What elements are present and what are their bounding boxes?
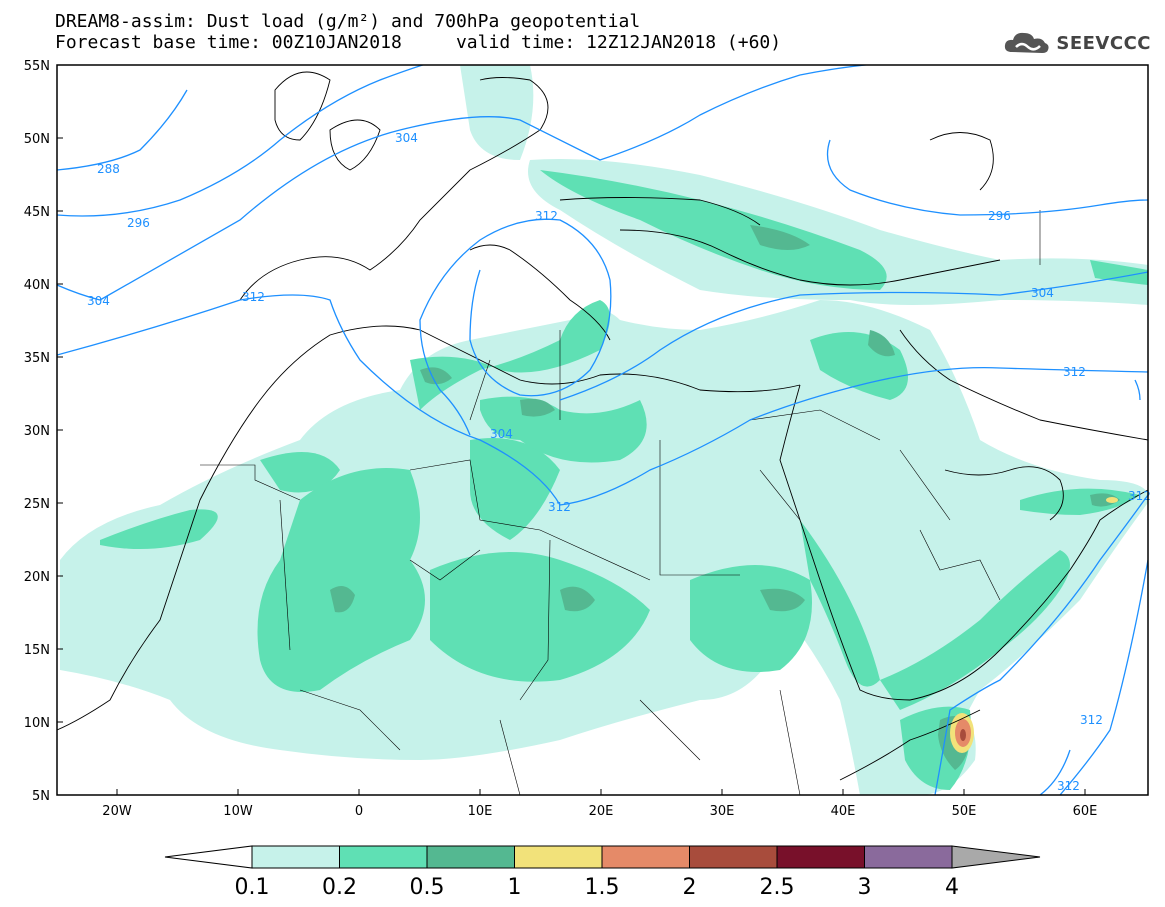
dust-maximum	[950, 497, 1118, 753]
lat-label: 30N	[24, 424, 50, 439]
lat-label: 15N	[24, 643, 50, 658]
colorbar-label: 1.5	[585, 875, 620, 900]
colorbar-label: 0.1	[235, 875, 270, 900]
lat-label: 25N	[24, 497, 50, 512]
colorbar-swatch	[426, 845, 515, 869]
contour-label: 312	[1063, 365, 1086, 379]
lon-label: 0	[355, 804, 363, 819]
logo-text: SEEVCCC	[1056, 32, 1151, 54]
geopotential-contours	[57, 65, 1148, 795]
lat-label: 50N	[24, 132, 50, 147]
lat-label: 45N	[24, 205, 50, 220]
colorbar-label: 0.2	[322, 875, 357, 900]
lon-label: 10E	[468, 804, 493, 819]
colorbar-over-arrow	[951, 845, 1041, 869]
lat-label: 5N	[32, 789, 50, 804]
contour-label: 304	[395, 131, 418, 145]
contour-labels: 288 296 304 304 312 304 312 312 296 304 …	[87, 131, 1151, 793]
country-borders	[200, 210, 1041, 795]
contour-label: 312	[1080, 713, 1103, 727]
colorbar-under-arrow	[164, 845, 253, 869]
contour-label: 304	[87, 294, 110, 308]
lon-label: 20W	[102, 804, 132, 819]
lon-label: 20E	[589, 804, 614, 819]
lat-label: 10N	[24, 716, 50, 731]
dust-field	[60, 65, 1148, 795]
lon-label: 60E	[1073, 804, 1098, 819]
coastlines	[57, 71, 1148, 781]
colorbar: 0.1 0.2 0.5 1 1.5 2 2.5 3 4	[164, 845, 1041, 900]
contour-label: 312	[242, 290, 265, 304]
lat-label: 55N	[24, 59, 50, 74]
colorbar-swatch	[514, 845, 603, 869]
colorbar-swatch	[689, 845, 778, 869]
lat-label: 20N	[24, 570, 50, 585]
contour-label: 312	[1057, 779, 1080, 793]
seevccc-logo: SEEVCCC	[1002, 28, 1151, 58]
colorbar-swatch	[776, 845, 865, 869]
contour-label: 304	[490, 427, 513, 441]
colorbar-label: 2.5	[760, 875, 795, 900]
lon-ticks	[116, 789, 1086, 795]
colorbar-label: 0.5	[410, 875, 445, 900]
map-subtitle: Forecast base time: 00Z10JAN2018 valid t…	[55, 32, 782, 53]
contour-label: 312	[548, 500, 571, 514]
contour-label: 304	[1031, 286, 1054, 300]
colorbar-label: 4	[945, 875, 959, 900]
map-title: DREAM8-assim: Dust load (g/m²) and 700hP…	[55, 11, 641, 32]
contour-label: 288	[97, 162, 120, 176]
lon-label: 40E	[831, 804, 856, 819]
lon-labels: 20W 10W 0 10E 20E 30E 40E 50E 60E	[102, 804, 1097, 819]
lon-label: 10W	[223, 804, 253, 819]
lat-ticks	[57, 64, 63, 796]
colorbar-swatch	[864, 845, 953, 869]
contour-label: 312	[1128, 489, 1151, 503]
contour-label: 312	[535, 209, 558, 223]
colorbar-swatch	[251, 845, 340, 869]
lat-label: 40N	[24, 278, 50, 293]
colorbar-swatch	[339, 845, 428, 869]
colorbar-label: 3	[858, 875, 872, 900]
contour-label: 296	[127, 216, 150, 230]
cloud-icon	[1005, 32, 1049, 53]
lon-label: 30E	[710, 804, 735, 819]
colorbar-label: 1	[508, 875, 522, 900]
colorbar-label: 2	[683, 875, 697, 900]
lat-label: 35N	[24, 351, 50, 366]
contour-label: 296	[988, 209, 1011, 223]
lon-label: 50E	[952, 804, 977, 819]
colorbar-swatch	[601, 845, 690, 869]
lat-labels: 55N 50N 45N 40N 35N 30N 25N 20N 15N 10N …	[24, 59, 50, 804]
